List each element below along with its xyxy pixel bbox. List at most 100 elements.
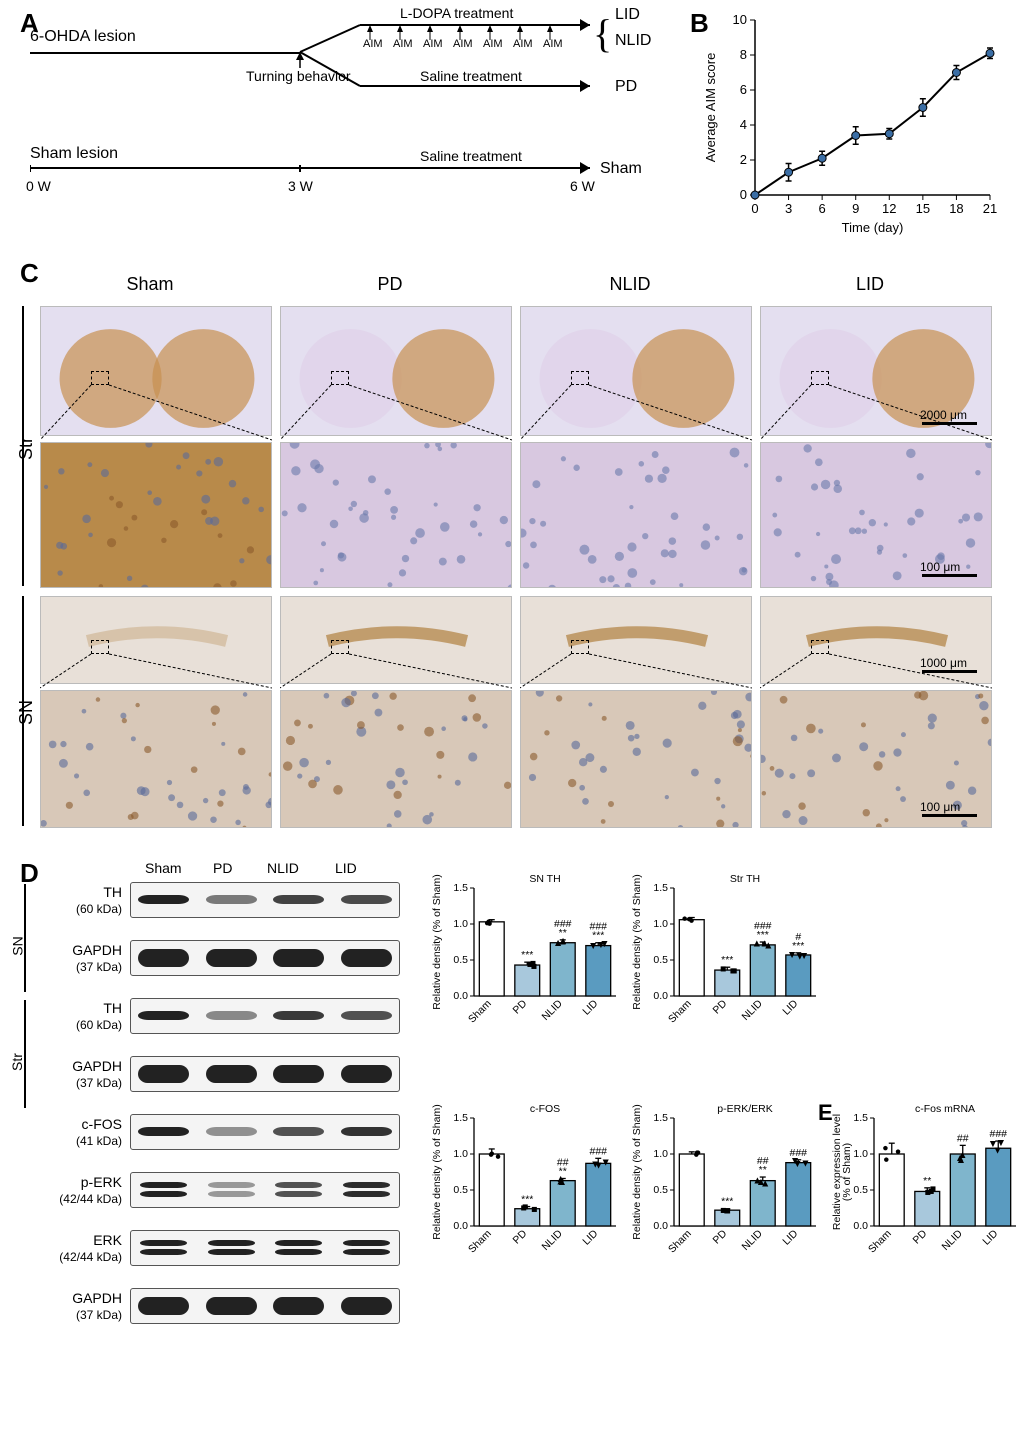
band: [138, 949, 189, 967]
micrograph-1-0: [40, 442, 272, 588]
svg-text:Str TH: Str TH: [730, 873, 760, 885]
saline-text-2: Saline treatment: [420, 148, 522, 164]
svg-text:18: 18: [949, 201, 963, 216]
svg-text:●: ●: [883, 1153, 889, 1165]
svg-text:●: ●: [488, 1149, 494, 1161]
blot-label-4: c-FOS(41 kDa): [32, 1116, 122, 1148]
svg-text:PD: PD: [511, 1227, 530, 1246]
blot-label-2: TH(60 kDa): [32, 1000, 122, 1032]
blot-label-7: GAPDH(37 kDa): [32, 1290, 122, 1322]
svg-text:0.5: 0.5: [653, 954, 668, 966]
svg-text:##: ##: [757, 1155, 769, 1167]
svg-text:■: ■: [731, 965, 737, 977]
aim-2: AIM: [393, 38, 413, 50]
svg-text:###: ###: [589, 921, 607, 933]
svg-text:0.0: 0.0: [453, 990, 468, 1002]
band: [341, 1065, 392, 1083]
band: [343, 1191, 390, 1197]
svg-text:1.0: 1.0: [653, 1148, 668, 1160]
svg-text:##: ##: [957, 1132, 969, 1144]
band: [140, 1240, 187, 1246]
group-pd: PD: [615, 78, 637, 96]
svg-text:▼: ▼: [588, 940, 598, 952]
sn-vert-label: SN: [16, 700, 37, 725]
svg-text:PD: PD: [511, 997, 530, 1016]
svg-text:Sham: Sham: [666, 1227, 694, 1255]
svg-text:Sham: Sham: [666, 997, 694, 1025]
blot-label-1: GAPDH(37 kDa): [32, 942, 122, 974]
micrograph-0-1: [280, 306, 512, 436]
scale-bar: [922, 422, 977, 425]
band: [273, 1127, 324, 1136]
svg-text:0.0: 0.0: [653, 990, 668, 1002]
svg-text:0: 0: [751, 201, 758, 216]
svg-text:c-FOS: c-FOS: [530, 1103, 560, 1115]
svg-text:p-ERK/ERK: p-ERK/ERK: [717, 1103, 772, 1115]
str-blot-label: Str: [9, 1053, 25, 1071]
svg-text:0.0: 0.0: [653, 1220, 668, 1232]
bar-chart-perk: p-ERK/ERK0.00.51.01.5●●●Sham■■■***PD▲▲▲*…: [630, 1100, 820, 1270]
band: [273, 1297, 324, 1315]
svg-text:0.5: 0.5: [653, 1184, 668, 1196]
svg-text:LID: LID: [780, 997, 800, 1017]
band: [138, 1065, 189, 1083]
svg-text:▼: ▼: [992, 1145, 1002, 1157]
svg-text:###: ###: [789, 1147, 807, 1159]
svg-text:2: 2: [740, 152, 747, 167]
svg-text:●: ●: [895, 1146, 901, 1158]
svg-text:NLID: NLID: [739, 997, 765, 1023]
micrograph-2-2: [520, 596, 752, 684]
band: [275, 1191, 322, 1197]
svg-text:1.5: 1.5: [453, 882, 468, 894]
svg-text:▲: ▲: [955, 1152, 965, 1164]
svg-text:Sham: Sham: [866, 1227, 894, 1255]
panel-a-diagram: 6-OHDA lesion: [30, 10, 670, 250]
svg-text:0.5: 0.5: [453, 954, 468, 966]
svg-text:1.0: 1.0: [453, 1148, 468, 1160]
col-header-pd: PD: [280, 274, 500, 295]
saline-text: Saline treatment: [420, 68, 522, 84]
svg-text:■: ■: [928, 1185, 934, 1197]
band: [341, 949, 392, 967]
band: [140, 1182, 187, 1188]
svg-text:▼: ▼: [799, 950, 809, 962]
svg-text:9: 9: [852, 201, 859, 216]
svg-text:15: 15: [916, 201, 930, 216]
svg-text:***: ***: [721, 1196, 733, 1208]
brace-icon: {: [593, 18, 612, 50]
svg-text:PD: PD: [911, 1227, 930, 1246]
group-lid: LID: [615, 6, 640, 24]
svg-text:0.5: 0.5: [853, 1184, 868, 1196]
scale-bar: [922, 814, 977, 817]
svg-text:●: ●: [485, 915, 491, 927]
micrograph-2-1: [280, 596, 512, 684]
svg-text:PD: PD: [711, 1227, 730, 1246]
band: [275, 1240, 322, 1246]
svg-text:NLID: NLID: [739, 1227, 765, 1253]
band: [138, 1011, 189, 1020]
svg-text:c-Fos mRNA: c-Fos mRNA: [915, 1103, 975, 1115]
scale-text: 100 μm: [920, 800, 960, 814]
zoom-rect: [331, 640, 349, 654]
micrograph-1-2: [520, 442, 752, 588]
band: [206, 1297, 257, 1315]
svg-text:LID: LID: [580, 997, 600, 1017]
svg-text:NLID: NLID: [539, 997, 565, 1023]
sham-lesion-text: Sham lesion: [30, 145, 118, 163]
band: [138, 1127, 189, 1136]
band: [206, 1065, 257, 1083]
col-header-nlid: NLID: [520, 274, 740, 295]
scale-text: 1000 μm: [920, 656, 967, 670]
scale-bar: [922, 670, 977, 673]
group-sham: Sham: [600, 160, 642, 178]
micrograph-3-0: [40, 690, 272, 828]
blot-box-6: [130, 1230, 400, 1266]
svg-text:1.5: 1.5: [653, 882, 668, 894]
zoom-rect: [91, 371, 109, 385]
svg-text:●: ●: [495, 1150, 501, 1162]
w6-text: 6 W: [570, 178, 595, 194]
scale-text: 2000 μm: [920, 408, 967, 422]
micrograph-3-1: [280, 690, 512, 828]
svg-text:▼: ▼: [590, 1158, 600, 1170]
svg-text:##: ##: [557, 1156, 569, 1168]
